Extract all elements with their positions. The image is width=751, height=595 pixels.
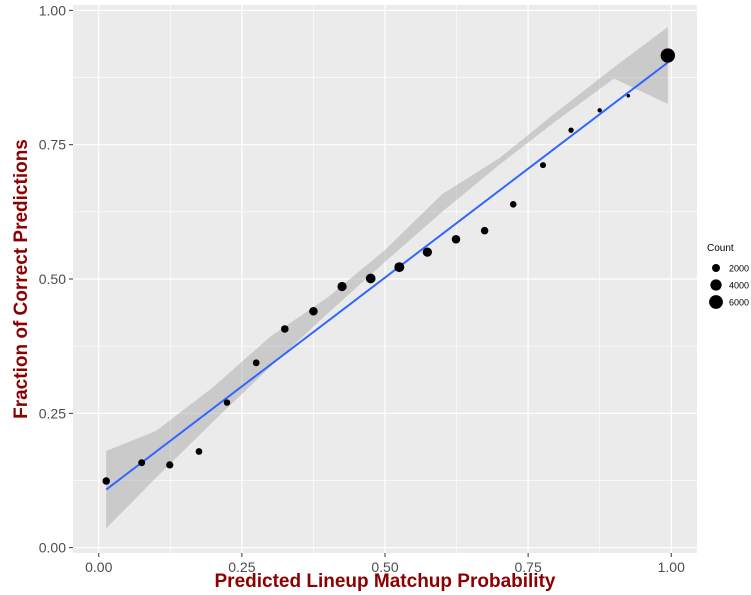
x-tick-label: 0.25 bbox=[228, 559, 255, 575]
confidence-band bbox=[106, 27, 668, 529]
legend: Count 2000 4000 6000 bbox=[707, 243, 749, 309]
data-point bbox=[568, 127, 574, 133]
y-tick-label: 1.00 bbox=[39, 2, 66, 18]
data-point bbox=[365, 273, 376, 284]
legend-title: Count bbox=[707, 243, 734, 254]
x-tick-label: 0.75 bbox=[514, 559, 541, 575]
data-point bbox=[102, 477, 110, 485]
data-point bbox=[509, 200, 517, 208]
major-gridlines bbox=[73, 5, 697, 553]
data-point bbox=[166, 461, 174, 469]
legend-label: 6000 bbox=[729, 298, 749, 308]
x-axis-ticks: 0.00 0.25 0.50 0.75 1.00 bbox=[85, 553, 685, 575]
x-tick-label: 0.00 bbox=[85, 559, 112, 575]
legend-key bbox=[709, 295, 723, 309]
data-point bbox=[539, 162, 547, 169]
x-tick-label: 1.00 bbox=[658, 559, 685, 575]
data-point bbox=[480, 226, 489, 235]
legend-key bbox=[712, 264, 720, 272]
x-axis-title: Predicted Lineup Matchup Probability bbox=[215, 571, 556, 592]
data-point bbox=[195, 448, 203, 455]
y-tick-label: 0.00 bbox=[39, 540, 66, 556]
data-point bbox=[626, 94, 631, 98]
legend-label: 2000 bbox=[729, 264, 749, 274]
data-point bbox=[451, 234, 461, 244]
data-point bbox=[597, 108, 602, 113]
x-tick-label: 0.50 bbox=[371, 559, 398, 575]
data-point bbox=[138, 459, 146, 467]
data-point bbox=[660, 48, 675, 63]
data-point bbox=[223, 399, 231, 406]
y-tick-label: 0.75 bbox=[39, 137, 66, 153]
data-point bbox=[281, 325, 289, 333]
data-point bbox=[422, 247, 432, 257]
data-point bbox=[309, 306, 318, 316]
data-points bbox=[102, 48, 675, 485]
y-tick-label: 0.50 bbox=[39, 271, 66, 287]
y-axis-ticks: 0.00 0.25 0.50 0.75 1.00 bbox=[39, 2, 73, 556]
data-point bbox=[252, 359, 260, 367]
data-point bbox=[337, 281, 347, 292]
y-tick-label: 0.25 bbox=[39, 405, 66, 421]
y-axis-title: Fraction of Correct Predictions bbox=[11, 139, 32, 419]
data-point bbox=[394, 262, 405, 273]
legend-key bbox=[710, 279, 722, 291]
fit-line bbox=[105, 61, 669, 491]
legend-label: 4000 bbox=[729, 281, 749, 291]
